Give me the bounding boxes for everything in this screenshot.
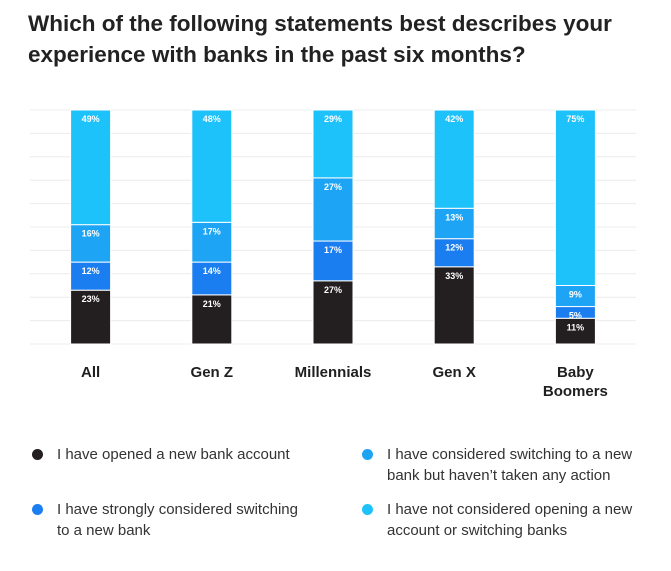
category-label: All [81,364,100,381]
category-label: Millennials [295,364,372,381]
category-label: Gen X [433,364,476,381]
bar-segment [312,240,354,282]
data-label: 33% [445,271,463,281]
bar-segment [433,207,475,240]
data-label: 12% [445,243,463,253]
category-label: Boomers [543,383,608,400]
bar-segment [70,261,112,291]
bar-segment [70,289,112,345]
data-label: 9% [569,290,582,300]
bar-segment [554,109,596,286]
bar-segment [312,109,354,179]
data-label: 13% [445,212,463,222]
data-label: 17% [324,245,342,255]
bar-segment [70,224,112,263]
bar-segment [191,294,233,345]
bar-segment [312,177,354,242]
data-label: 23% [82,294,100,304]
data-label: 75% [566,114,584,124]
bar-segment [70,109,112,226]
bar-segment [191,261,233,296]
data-label: 14% [203,266,221,276]
data-label: 49% [82,114,100,124]
category-label: Baby [557,364,594,381]
category-label: Gen Z [191,364,234,381]
data-label: 27% [324,182,342,192]
data-label: 11% [567,322,585,332]
bar-segment [191,221,233,263]
data-label: 29% [324,114,342,124]
bar-segment [191,109,233,223]
data-label: 17% [203,226,221,236]
data-label: 21% [203,299,221,309]
bar-segment [433,109,475,209]
data-label: 42% [445,114,463,124]
data-label: 16% [82,229,100,239]
data-label: 12% [82,266,100,276]
chart-title: Which of the following statements best d… [28,11,612,67]
data-label: 27% [324,285,342,295]
bar-segment [433,238,475,268]
data-label: 5% [569,311,582,321]
data-label: 48% [203,114,221,124]
